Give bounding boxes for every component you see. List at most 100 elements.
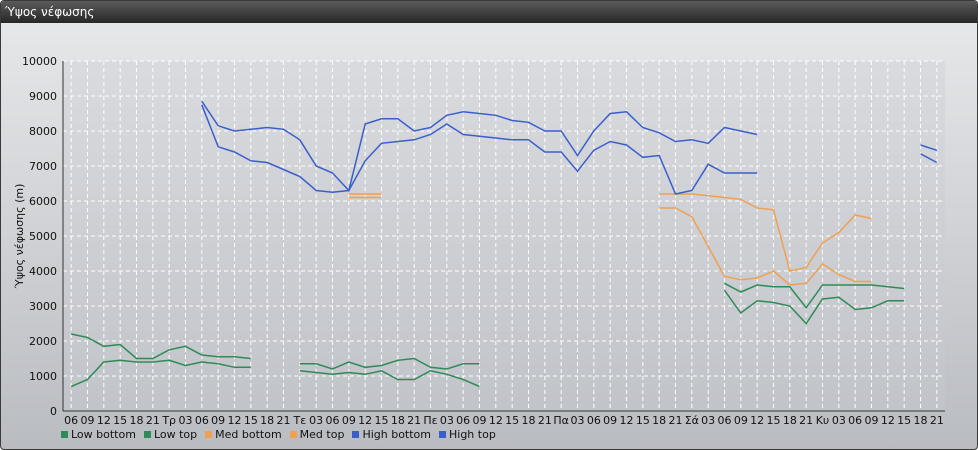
x-tick-label: 03 <box>571 414 585 427</box>
x-tick-label: 15 <box>767 414 781 427</box>
x-tick-label: Πα <box>553 414 569 427</box>
legend-label: Low bottom <box>71 427 136 441</box>
x-tick-label: 03 <box>309 414 323 427</box>
x-tick-label: 09 <box>342 414 356 427</box>
x-tick-label: 03 <box>440 414 454 427</box>
legend-item: Low top <box>143 427 198 441</box>
x-tick-label: 18 <box>914 414 928 427</box>
x-tick-label: 06 <box>195 414 209 427</box>
x-tick-label: 09 <box>211 414 225 427</box>
x-tick-label: 21 <box>277 414 291 427</box>
legend-item: Med top <box>289 427 345 441</box>
x-tick-label: 15 <box>636 414 650 427</box>
x-tick-label: 15 <box>375 414 389 427</box>
y-tick-label: 3000 <box>29 300 57 313</box>
y-tick-label: 8000 <box>29 125 57 138</box>
x-tick-label: 06 <box>64 414 78 427</box>
y-tick-label: 10000 <box>22 55 57 68</box>
window-title: Ύψος νέφωσης <box>1 1 977 23</box>
x-tick-label: 15 <box>505 414 519 427</box>
x-tick-label: 12 <box>97 414 111 427</box>
series-line <box>724 282 905 310</box>
x-tick-label: 06 <box>718 414 732 427</box>
series-line <box>920 153 938 164</box>
x-tick-label: 18 <box>652 414 666 427</box>
legend-label: Low top <box>153 427 198 441</box>
series-line <box>70 359 251 388</box>
x-tick-label: Τε <box>292 414 306 427</box>
x-tick-label: 09 <box>603 414 617 427</box>
x-tick-label: 12 <box>750 414 764 427</box>
x-tick-label: 09 <box>734 414 748 427</box>
x-tick-label: 03 <box>701 414 715 427</box>
x-tick-label: Πε <box>423 414 437 427</box>
x-tick-label: 21 <box>146 414 160 427</box>
x-tick-label: 18 <box>522 414 536 427</box>
x-tick-label: 12 <box>228 414 242 427</box>
series-line <box>201 100 758 193</box>
x-tick-label: 09 <box>865 414 879 427</box>
cloud-height-chart: 0 1000 2000 3000 4000 5000 6000 7000 8000 9000 100… <box>13 55 945 427</box>
x-tick-label: 21 <box>930 414 944 427</box>
x-tick-label: 21 <box>799 414 813 427</box>
legend-swatch <box>205 430 213 438</box>
x-tick-label: 12 <box>489 414 503 427</box>
chart-area: 0 1000 2000 3000 4000 5000 6000 7000 8000 9000 100… <box>1 23 977 449</box>
y-tick-label: 9000 <box>29 90 57 103</box>
x-tick-label: 03 <box>832 414 846 427</box>
x-tick-label: Τρ <box>161 414 176 427</box>
x-tick-label: 09 <box>81 414 95 427</box>
y-tick-label: 2000 <box>29 335 57 348</box>
x-tick-label: 06 <box>848 414 862 427</box>
legend-item: High top <box>439 427 496 441</box>
legend-item: High bottom <box>352 427 431 441</box>
x-tick-label: 15 <box>113 414 127 427</box>
y-tick-label: 6000 <box>29 195 57 208</box>
x-tick-label: 15 <box>244 414 258 427</box>
y-tick-label: 4000 <box>29 265 57 278</box>
legend-swatch <box>352 430 360 438</box>
x-tick-label: 12 <box>881 414 895 427</box>
legend-label: Med top <box>299 427 345 441</box>
x-tick-label: 21 <box>407 414 421 427</box>
chart-legend: Low bottom Low top Med bottom Med top High b… <box>61 427 496 441</box>
series-line <box>723 289 905 325</box>
legend-swatch <box>439 430 446 438</box>
legend-label: Med bottom <box>215 427 282 441</box>
legend-item: Low bottom <box>61 427 136 441</box>
x-tick-label: 18 <box>260 414 274 427</box>
x-tick-label: 18 <box>130 414 144 427</box>
y-tick-label: 5000 <box>29 230 57 243</box>
x-tick-label: 18 <box>391 414 405 427</box>
series-line <box>71 333 251 360</box>
x-tick-label: 03 <box>179 414 193 427</box>
x-tick-label: 09 <box>473 414 487 427</box>
x-tick-label: 18 <box>783 414 797 427</box>
x-tick-label: 12 <box>358 414 372 427</box>
legend-swatch <box>143 430 151 438</box>
x-tick-label: 06 <box>587 414 601 427</box>
legend-item: Med bottom <box>205 427 282 441</box>
series-line <box>201 104 758 195</box>
series-line <box>299 357 480 370</box>
y-tick-label: 1000 <box>29 370 57 383</box>
x-tick-label: 21 <box>538 414 552 427</box>
x-tick-label: Κυ <box>816 414 830 427</box>
legend-label: High top <box>449 427 496 441</box>
x-tick-label: 21 <box>669 414 683 427</box>
legend-label: High bottom <box>362 427 431 441</box>
x-tick-label: 06 <box>456 414 470 427</box>
x-tick-label: 15 <box>897 414 911 427</box>
series-line <box>659 207 872 286</box>
legend-swatch <box>289 430 297 438</box>
x-tick-label: 06 <box>326 414 340 427</box>
y-tick-label: 7000 <box>29 160 57 173</box>
series-line <box>659 193 872 272</box>
y-axis-label: Ύψος νέφωσης (m) <box>13 184 26 290</box>
series-line <box>299 370 480 388</box>
y-tick-label: 0 <box>50 405 57 418</box>
x-tick-label: 12 <box>620 414 634 427</box>
series-line <box>920 144 938 152</box>
x-tick-label: Σά <box>685 414 699 427</box>
